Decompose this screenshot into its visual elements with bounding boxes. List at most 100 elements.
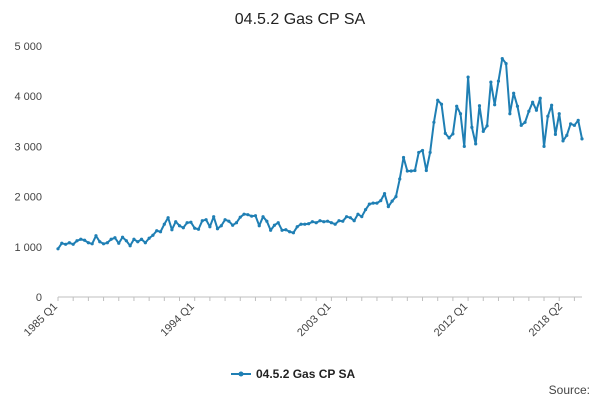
data-point[interactable] [155, 229, 159, 233]
data-point[interactable] [185, 221, 189, 225]
data-point[interactable] [280, 228, 284, 232]
data-point[interactable] [451, 132, 455, 136]
data-point[interactable] [382, 191, 387, 196]
data-point[interactable] [177, 224, 182, 228]
data-point[interactable] [371, 201, 375, 205]
data-point[interactable] [565, 133, 569, 137]
data-point[interactable] [500, 56, 504, 61]
data-point[interactable] [98, 240, 102, 244]
data-point[interactable] [288, 230, 292, 234]
data-point[interactable] [196, 227, 201, 231]
data-point[interactable] [174, 220, 178, 224]
data-point[interactable] [337, 219, 341, 223]
data-point[interactable] [234, 221, 239, 225]
data-point[interactable] [333, 222, 337, 226]
data-point[interactable] [477, 104, 482, 108]
data-point[interactable] [75, 239, 79, 243]
data-point[interactable] [189, 220, 193, 224]
data-point[interactable] [318, 219, 322, 223]
data-point[interactable] [576, 118, 580, 122]
data-point[interactable] [269, 228, 273, 232]
data-point[interactable] [200, 219, 204, 223]
data-point[interactable] [238, 215, 242, 219]
data-point[interactable] [550, 103, 554, 107]
data-point[interactable] [420, 148, 425, 153]
data-point[interactable] [394, 195, 398, 199]
data-point[interactable] [219, 224, 223, 228]
data-point[interactable] [227, 219, 231, 223]
data-point[interactable] [474, 142, 478, 146]
data-point[interactable] [325, 219, 330, 223]
data-point[interactable] [82, 238, 87, 242]
data-point[interactable] [455, 104, 459, 108]
data-point[interactable] [67, 241, 71, 245]
data-point[interactable] [71, 242, 75, 246]
data-point[interactable] [531, 100, 535, 104]
data-point[interactable] [546, 114, 550, 118]
data-point[interactable] [303, 222, 307, 226]
data-point[interactable] [352, 219, 356, 223]
data-point[interactable] [314, 221, 318, 225]
data-point[interactable] [398, 177, 402, 181]
data-point[interactable] [60, 241, 64, 245]
data-point[interactable] [553, 132, 558, 136]
data-point[interactable] [284, 228, 288, 232]
data-point[interactable] [276, 221, 280, 225]
data-point[interactable] [580, 137, 584, 141]
data-point[interactable] [390, 199, 394, 203]
data-point[interactable] [193, 226, 197, 230]
data-point[interactable] [166, 216, 170, 220]
data-point[interactable] [136, 240, 140, 244]
data-point[interactable] [523, 120, 527, 124]
data-point[interactable] [212, 215, 216, 219]
data-point[interactable] [90, 242, 94, 246]
data-point[interactable] [215, 227, 220, 231]
data-point[interactable] [124, 239, 128, 243]
data-point[interactable] [489, 80, 493, 84]
legend[interactable]: 04.5.2 Gas CP SA [231, 367, 356, 381]
data-point[interactable] [257, 224, 261, 228]
data-point[interactable] [538, 96, 542, 100]
data-point[interactable] [360, 215, 364, 219]
data-point[interactable] [561, 139, 565, 143]
data-point[interactable] [424, 168, 428, 173]
data-point[interactable] [481, 129, 485, 133]
data-point[interactable] [250, 214, 254, 218]
data-point[interactable] [329, 221, 333, 225]
data-point[interactable] [386, 205, 390, 209]
data-point[interactable] [519, 123, 523, 127]
data-point[interactable] [307, 222, 311, 226]
data-point[interactable] [485, 124, 489, 128]
data-point[interactable] [557, 112, 561, 116]
data-point[interactable] [443, 131, 447, 135]
data-point[interactable] [534, 108, 539, 112]
data-point[interactable] [86, 241, 90, 245]
data-point[interactable] [348, 216, 352, 220]
data-point[interactable] [170, 228, 174, 232]
data-point[interactable] [265, 219, 269, 223]
data-point[interactable] [63, 242, 68, 246]
data-point[interactable] [295, 225, 299, 229]
data-point[interactable] [56, 247, 60, 251]
data-point[interactable] [572, 123, 577, 127]
data-point[interactable] [94, 234, 98, 238]
data-point[interactable] [113, 236, 117, 240]
data-point[interactable] [527, 109, 531, 113]
data-point[interactable] [208, 225, 212, 229]
data-point[interactable] [375, 201, 379, 205]
data-point[interactable] [143, 241, 147, 245]
data-point[interactable] [439, 102, 444, 106]
data-point[interactable] [466, 75, 470, 79]
data-point[interactable] [401, 155, 406, 160]
data-point[interactable] [496, 79, 501, 83]
data-point[interactable] [428, 150, 432, 155]
data-point[interactable] [128, 244, 132, 248]
data-point[interactable] [181, 226, 185, 230]
data-point[interactable] [515, 104, 520, 108]
data-point[interactable] [109, 237, 113, 241]
data-point[interactable] [569, 122, 573, 126]
data-point[interactable] [356, 212, 360, 216]
data-point[interactable] [341, 219, 345, 223]
data-point[interactable] [151, 233, 155, 237]
data-point[interactable] [105, 241, 109, 245]
